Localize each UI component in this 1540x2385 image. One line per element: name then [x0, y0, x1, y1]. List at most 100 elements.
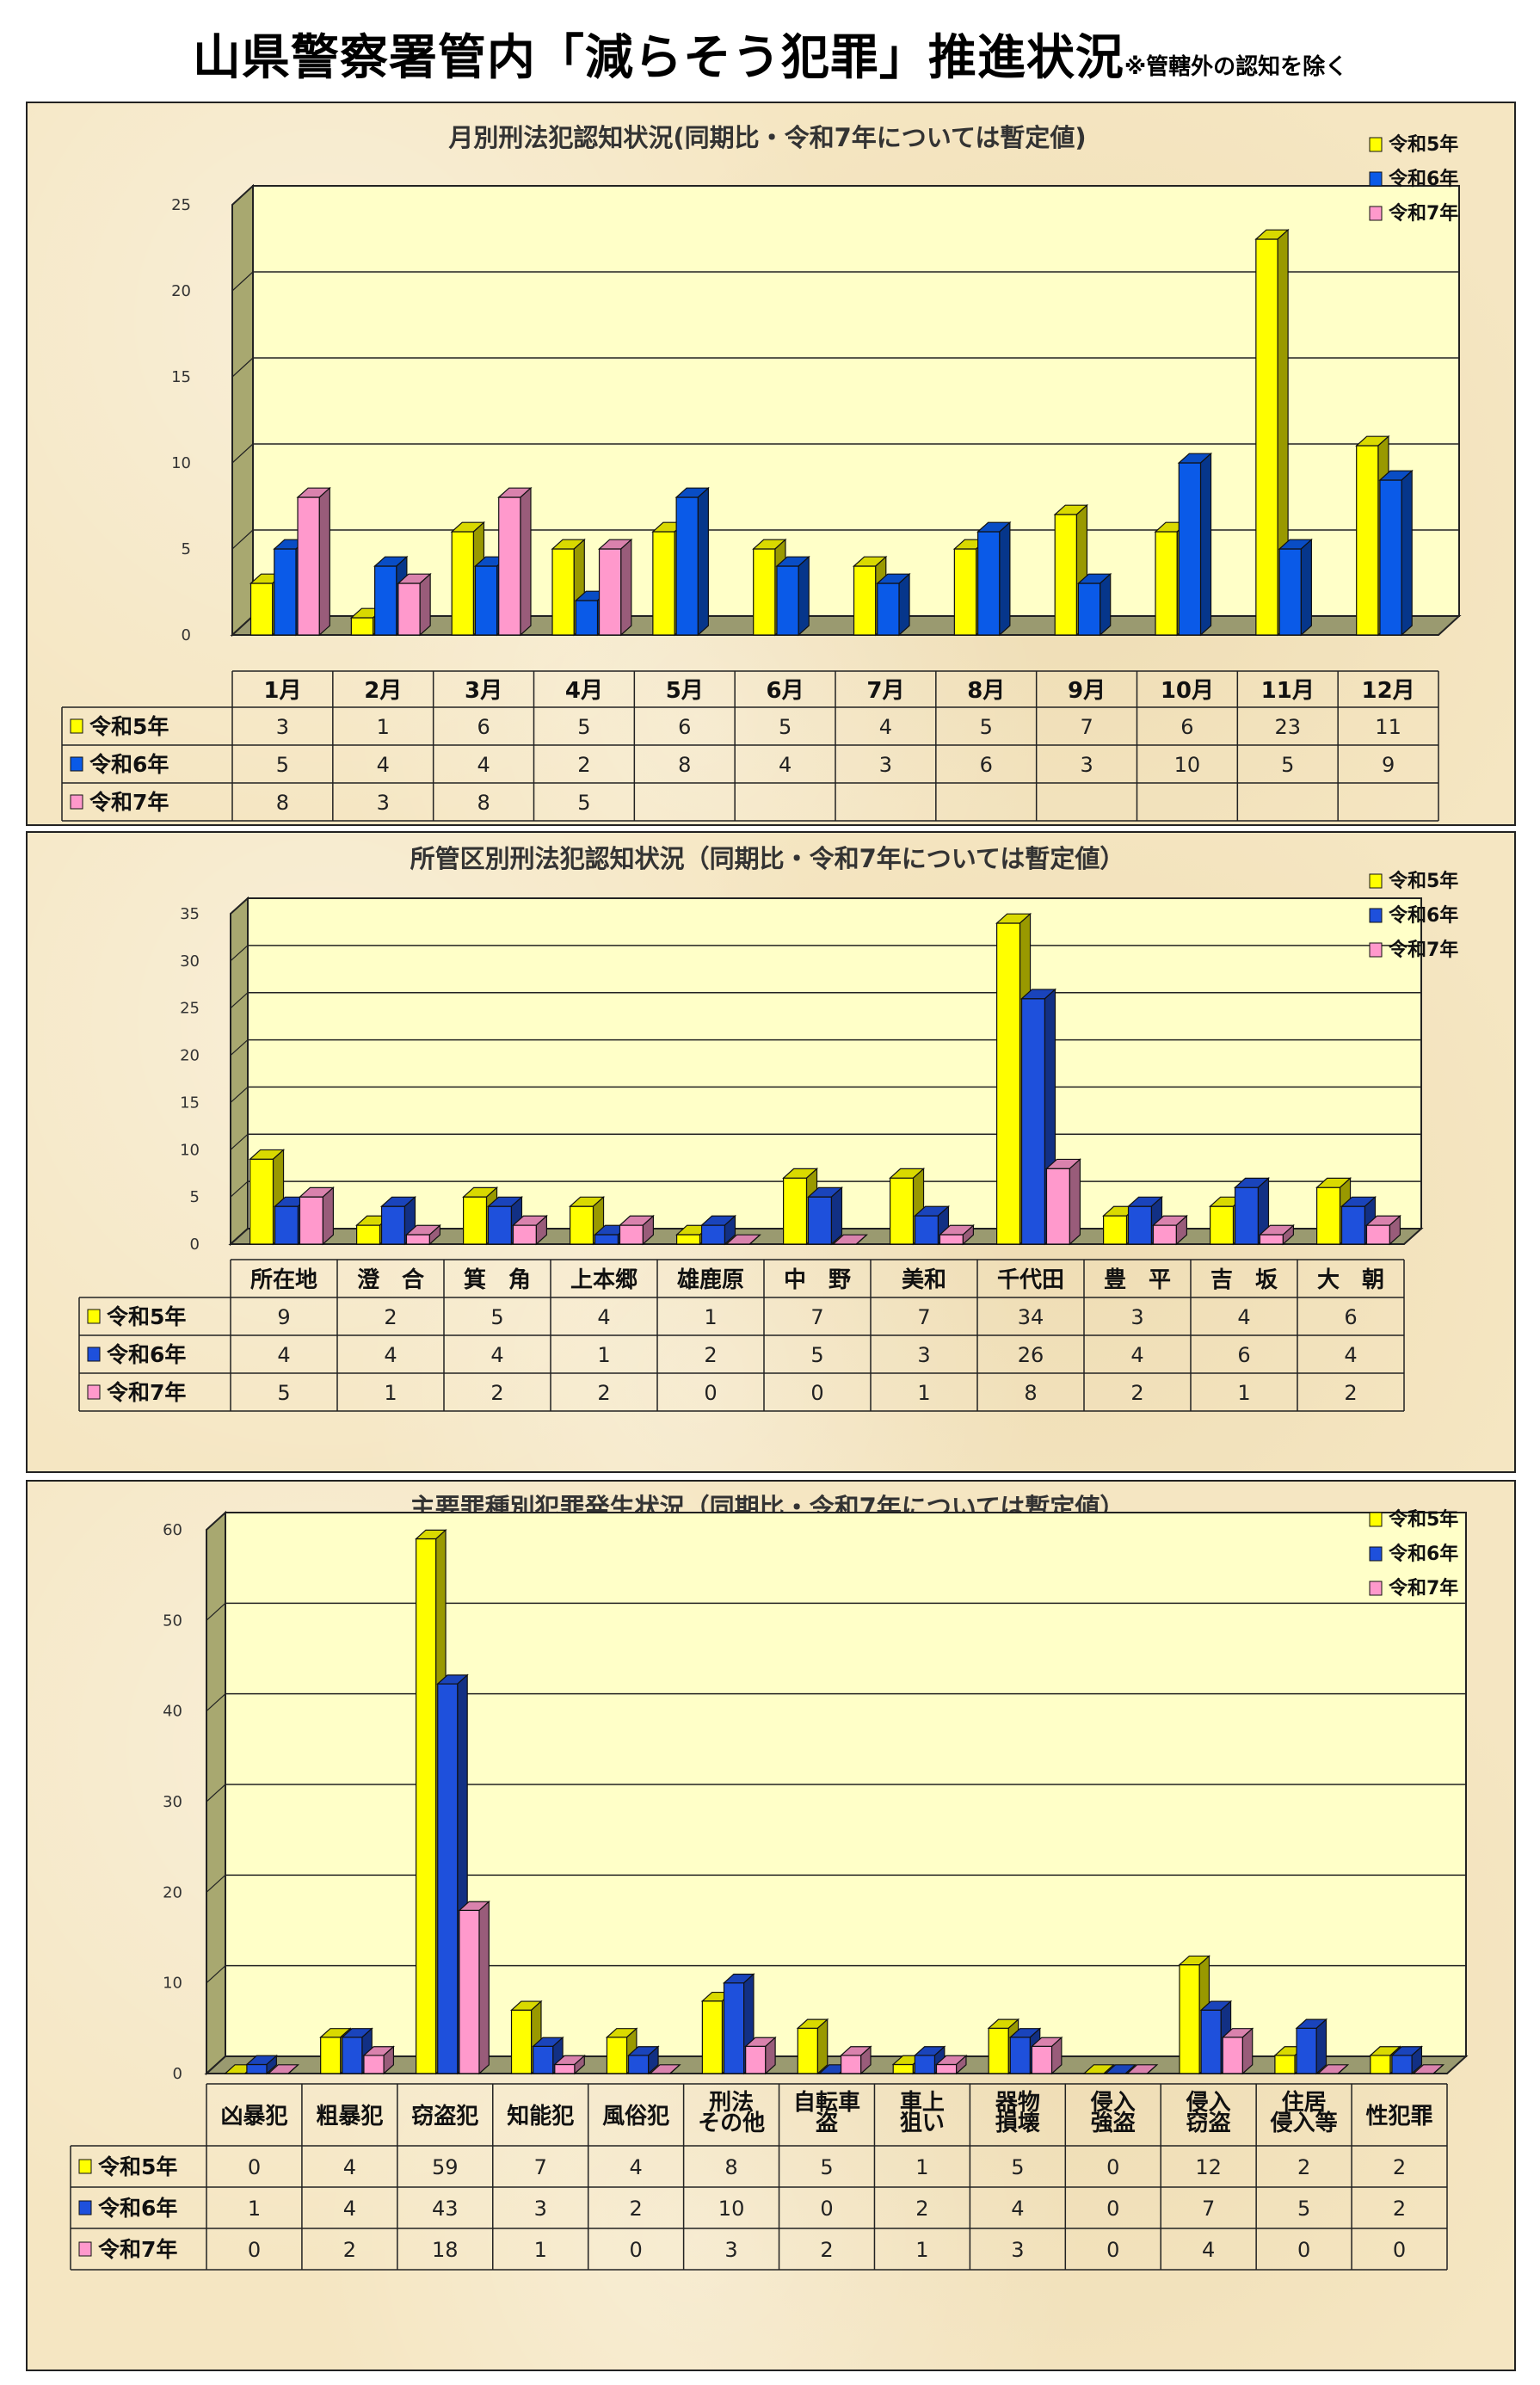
bar-side — [898, 572, 910, 637]
bar — [1077, 582, 1101, 636]
x-tick-label: 侵入 — [1090, 2090, 1136, 2116]
bar — [1127, 1205, 1153, 1245]
table-series-label: 令和6年 — [89, 752, 169, 777]
data-label: 6 — [678, 715, 691, 739]
bar — [415, 1538, 437, 2074]
y-tick-label: 25 — [171, 196, 191, 214]
data-label: 1 — [377, 715, 390, 739]
bar — [1178, 462, 1202, 636]
data-label: 4 — [630, 2155, 643, 2179]
data-label: 26 — [1018, 1343, 1044, 1367]
bar — [652, 531, 675, 636]
bar — [1031, 2045, 1053, 2074]
gridline-side — [230, 1039, 249, 1057]
y-tick-label: 35 — [180, 905, 200, 923]
bar — [723, 1982, 745, 2074]
x-tick-label: 刑法 — [709, 2090, 754, 2116]
bar-side — [1337, 2064, 1349, 2074]
gridline-side — [230, 992, 249, 1009]
y-tick-label: 15 — [180, 1094, 200, 1112]
bar — [405, 1234, 431, 1245]
data-label: 9 — [1382, 753, 1395, 777]
data-label: 5 — [779, 715, 792, 739]
data-label: 0 — [1106, 2197, 1119, 2221]
bar — [459, 1909, 480, 2074]
data-label: 5 — [1011, 2155, 1024, 2179]
data-label: 6 — [980, 753, 993, 777]
x-tick-label: 5月 — [666, 678, 704, 704]
data-label: 4 — [343, 2155, 356, 2179]
data-label: 0 — [820, 2197, 833, 2221]
x-tick-label: 知能犯 — [507, 2103, 574, 2129]
x-tick-label: 豊 平 — [1104, 1267, 1171, 1293]
x-tick-label: 千代田 — [997, 1267, 1064, 1293]
table-series-swatch — [78, 2200, 92, 2216]
data-label: 4 — [277, 1343, 290, 1367]
bar — [701, 2000, 724, 2074]
bar — [1356, 445, 1379, 636]
bar-side — [1147, 2064, 1158, 2074]
gridline-side — [206, 1602, 226, 1621]
page-note: ※管轄外の認知を除く — [1124, 54, 1348, 80]
x-tick-label: 器物 — [995, 2090, 1040, 2116]
x-tick-label: 6月 — [767, 678, 804, 704]
data-label: 4 — [490, 1343, 503, 1367]
bar — [1020, 998, 1046, 1245]
bar — [1259, 1234, 1284, 1245]
data-label: 4 — [879, 715, 892, 739]
x-tick-label: 強盗 — [1091, 2110, 1136, 2136]
bar — [939, 1234, 964, 1245]
bar-side — [419, 572, 431, 637]
x-tick-label: 盗 — [816, 2110, 838, 2136]
x-tick-label: 7月 — [866, 678, 904, 704]
y-tick-label: 25 — [180, 1000, 200, 1018]
y-tick-label: 20 — [171, 282, 191, 300]
table-series-label: 令和5年 — [89, 714, 169, 739]
data-label: 0 — [248, 2155, 261, 2179]
x-tick-label: 8月 — [967, 678, 1005, 704]
legend-label: 令和5年 — [1389, 1508, 1458, 1531]
x-tick-label: 所在地 — [250, 1267, 317, 1293]
data-label: 2 — [384, 1305, 397, 1329]
bar-side — [816, 2018, 829, 2075]
bar-side — [724, 1214, 736, 1246]
data-label: 3 — [377, 791, 390, 815]
x-tick-label: 9月 — [1068, 678, 1106, 704]
data-label: 1 — [915, 2238, 928, 2262]
table-series-label: 令和6年 — [98, 2196, 177, 2221]
data-label: 4 — [1237, 1305, 1250, 1329]
bar — [533, 2045, 554, 2074]
y-tick-label: 40 — [163, 1703, 182, 1721]
bar — [675, 496, 699, 636]
bar — [274, 1205, 299, 1245]
data-label: 2 — [597, 1381, 610, 1405]
data-label: 4 — [1130, 1343, 1143, 1367]
x-tick-label: 自転車 — [793, 2089, 860, 2116]
bar — [853, 565, 877, 636]
data-label: 0 — [630, 2238, 643, 2262]
bar — [1391, 2055, 1413, 2074]
chart-panel-monthly: 月別刑法犯認知状況(同期比・令和7年については暫定値) 0 5 10 15 20 25 1月 2… — [26, 102, 1516, 826]
bar — [474, 565, 498, 636]
x-tick-label: 上本郷 — [570, 1267, 638, 1293]
data-label: 2 — [820, 2238, 833, 2262]
data-label: 43 — [432, 2197, 459, 2221]
bar — [246, 2063, 268, 2074]
data-label: 59 — [432, 2155, 459, 2179]
bar — [935, 2063, 958, 2074]
table-series-swatch — [87, 1347, 101, 1362]
data-label: 6 — [477, 715, 490, 739]
gridline-side — [206, 1874, 226, 1893]
bar — [892, 2063, 914, 2074]
data-label: 3 — [724, 2238, 737, 2262]
bar — [782, 1177, 808, 1245]
legend-swatch — [1369, 171, 1383, 187]
x-tick-label: 風俗犯 — [602, 2104, 669, 2129]
data-label: 1 — [597, 1343, 610, 1367]
x-tick-label: その他 — [698, 2111, 765, 2136]
data-label: 7 — [917, 1305, 930, 1329]
bar — [487, 1205, 513, 1245]
bar-side — [962, 1223, 975, 1246]
bar-side — [798, 555, 810, 637]
x-tick-label: 箕 角 — [464, 1266, 531, 1293]
